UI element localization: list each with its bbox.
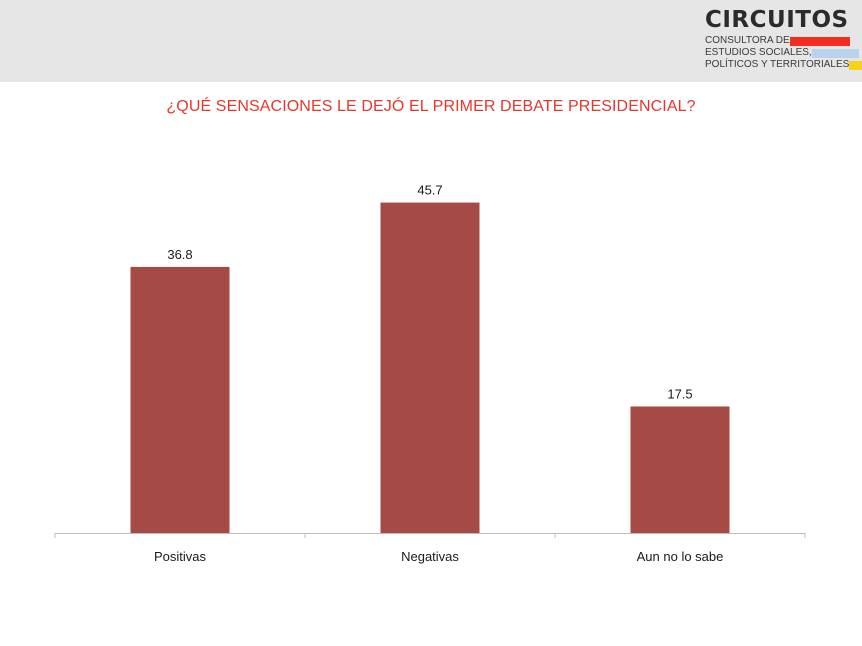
chart-title: ¿QUÉ SENSACIONES LE DEJÓ EL PRIMER DEBAT…: [166, 98, 696, 115]
bar-3: [630, 406, 730, 533]
logo-line-1-text: CONSULTORA DE: [705, 35, 790, 46]
logo-stripe-red: [789, 37, 850, 46]
logo-wordmark: CIRCUITOS: [705, 7, 849, 33]
header-band: [0, 0, 862, 82]
value-label-1: 36.8: [167, 247, 192, 262]
logo-line-3: POLÍTICOS Y TERRITORIALES: [705, 59, 862, 71]
value-label-2: 45.7: [417, 183, 442, 198]
logo-stripe-blue: [811, 49, 859, 58]
logo-line-1: CONSULTORA DE: [705, 35, 850, 47]
category-label-2: Negativas: [401, 549, 459, 564]
logo-line-2-text: ESTUDIOS SOCIALES,: [705, 47, 812, 58]
value-label-3: 17.5: [667, 386, 692, 401]
logo-stripe-yellow: [849, 61, 862, 70]
logo-line-3-text: POLÍTICOS Y TERRITORIALES: [705, 59, 850, 70]
logo-line-2: ESTUDIOS SOCIALES,: [705, 47, 859, 59]
category-label-3: Aun no lo sabe: [637, 549, 724, 564]
bar-2: [380, 202, 480, 534]
circuitos-logo: CIRCUITOS CONSULTORA DE ESTUDIOS SOCIALE…: [705, 6, 862, 80]
category-label-1: Positivas: [154, 549, 207, 564]
bar-1: [130, 266, 230, 533]
